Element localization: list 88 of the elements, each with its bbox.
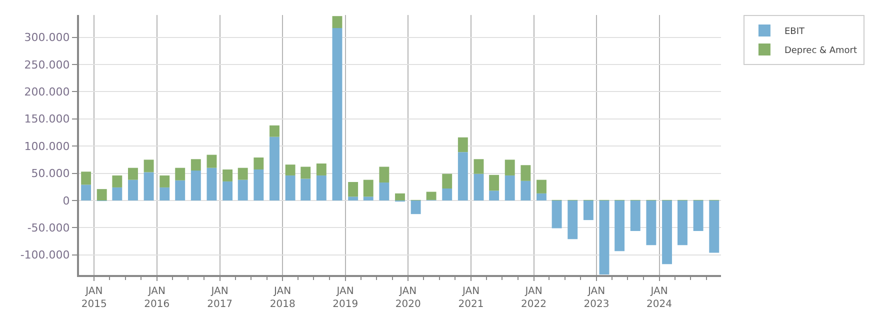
y-tick-label: 0 (62, 194, 70, 208)
bar (316, 163, 326, 176)
y-tick-label: 300.000 (24, 31, 70, 44)
bar (442, 188, 452, 200)
bar (160, 187, 170, 200)
bar (254, 158, 264, 170)
bar (395, 193, 405, 200)
bar (363, 180, 374, 197)
bar (238, 168, 248, 180)
x-tick-label: JAN 2018 (270, 286, 296, 310)
x-tick-label: JAN 2023 (584, 286, 610, 310)
y-tick-label: 100.000 (24, 140, 70, 153)
bar (81, 184, 92, 200)
bar (379, 182, 390, 200)
bar (316, 175, 326, 200)
bar (144, 172, 154, 200)
bar (630, 200, 640, 231)
bar (363, 196, 374, 200)
bar (112, 187, 122, 200)
bar (489, 190, 500, 200)
bar (285, 175, 296, 200)
bar (379, 166, 390, 183)
x-tick-label: JAN 2020 (395, 286, 421, 310)
x-tick-label: JAN 2022 (521, 286, 546, 310)
x-tick-label: JAN 2019 (332, 286, 358, 310)
bar (190, 170, 201, 200)
bar (489, 174, 500, 191)
bar (332, 28, 342, 200)
bar (348, 182, 358, 197)
bar (222, 181, 233, 200)
bar (175, 180, 186, 200)
bar (678, 200, 688, 246)
bar (458, 137, 468, 152)
bar (410, 200, 421, 214)
bar (504, 175, 515, 200)
bar (583, 200, 594, 220)
bar (426, 192, 436, 200)
bar (458, 152, 468, 200)
bar (238, 180, 248, 200)
y-tick-label: 200.000 (24, 86, 70, 99)
bar (190, 159, 201, 171)
bar (599, 200, 610, 274)
legend-label: Deprec & Amort (784, 46, 858, 56)
x-tick-label: JAN 2017 (207, 286, 233, 310)
legend-label: EBIT (784, 27, 805, 38)
bar (614, 200, 625, 252)
bar (254, 169, 264, 200)
bar (270, 125, 280, 137)
bar (536, 180, 546, 194)
bar (300, 178, 311, 200)
bar (96, 189, 107, 200)
bar (709, 200, 720, 253)
bar (175, 168, 186, 180)
bar (270, 136, 280, 200)
bar (128, 168, 138, 180)
bar (520, 165, 531, 181)
x-tick-label: JAN 2016 (144, 286, 170, 310)
bar (536, 193, 546, 200)
bar (285, 164, 296, 176)
y-tick-label: 250.000 (24, 58, 70, 72)
y-tick-label: 150.000 (24, 112, 70, 126)
bar (206, 154, 217, 168)
bar (300, 166, 311, 179)
bar (552, 200, 562, 228)
bar (474, 159, 484, 174)
bar (348, 196, 358, 200)
y-tick-label: 50.000 (31, 167, 70, 180)
bar (520, 180, 531, 200)
x-tick-label: JAN 2024 (646, 286, 672, 310)
bar (504, 160, 515, 176)
y-tick-label: -50.000 (27, 222, 70, 235)
x-tick-label: JAN 2015 (81, 286, 107, 310)
x-tick-label: JAN 2021 (458, 286, 484, 310)
bar (144, 160, 154, 172)
bar (206, 168, 217, 200)
bar (693, 200, 704, 231)
y-tick-label: -100.000 (20, 248, 70, 262)
bar (332, 16, 342, 28)
bar (662, 200, 672, 264)
bar (112, 175, 122, 188)
bar (568, 200, 578, 240)
bar (442, 174, 452, 189)
bar (128, 180, 138, 200)
bar (81, 172, 92, 185)
bar (222, 169, 233, 182)
bar (474, 174, 484, 200)
bar (160, 175, 170, 188)
bar (646, 200, 656, 246)
